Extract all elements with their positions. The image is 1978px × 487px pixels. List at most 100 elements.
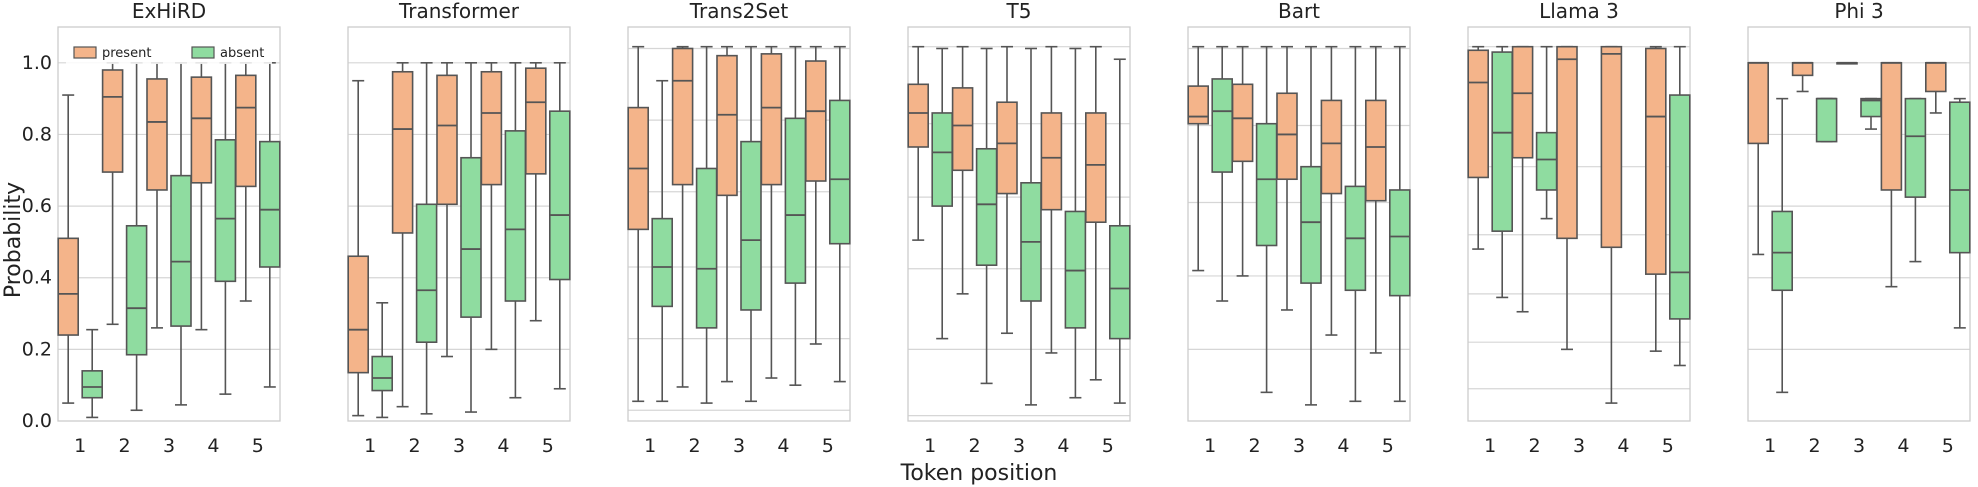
box-absent: [1109, 58, 1131, 404]
x-tick-label: 2: [969, 435, 981, 457]
box-present: [716, 45, 738, 383]
box-present: [235, 62, 257, 302]
x-tick-label: 5: [1662, 435, 1674, 457]
box-absent: [371, 301, 394, 419]
box-absent: [1344, 45, 1367, 403]
box-present: [1747, 61, 1769, 256]
legend-label-absent: absent: [220, 46, 264, 61]
box-absent: [1815, 97, 1838, 143]
legend-box: [66, 40, 272, 64]
box-absent: [1491, 45, 1513, 299]
box-absent: [828, 45, 851, 383]
panel-5: Bart 1 2 3 4 5: [1187, 0, 1411, 457]
box-iqr: [1860, 97, 1882, 118]
box-iqr: [1255, 122, 1278, 247]
box-iqr: [235, 74, 257, 188]
box-iqr: [1276, 92, 1298, 181]
box-iqr: [548, 110, 571, 281]
box-iqr: [975, 147, 998, 266]
panel-title: T5: [1006, 0, 1032, 23]
box-absent: [170, 62, 192, 406]
box-iqr: [1211, 78, 1233, 173]
box-iqr: [804, 60, 827, 182]
x-tick-label: 4: [497, 435, 509, 457]
x-tick-label: 2: [119, 435, 131, 457]
box-iqr: [391, 70, 414, 234]
box-absent: [1389, 45, 1411, 403]
legend-swatch-present: [73, 46, 97, 59]
box-present: [1187, 45, 1209, 272]
box-absent: [1904, 97, 1927, 263]
box-present: [391, 62, 414, 408]
x-tick-label: 1: [364, 435, 376, 457]
box-absent: [695, 45, 718, 404]
y-tick-label: 1.0: [22, 52, 52, 74]
panel-2: Transformer 1 2 3 4 5: [347, 0, 571, 457]
box-present: [907, 45, 930, 241]
box-present: [1645, 45, 1667, 352]
box-iqr: [1600, 45, 1623, 249]
box-iqr: [146, 78, 168, 191]
box-present: [1085, 45, 1107, 381]
box-iqr: [57, 237, 80, 336]
box-iqr: [1880, 62, 1903, 191]
x-tick-label: 1: [74, 435, 86, 457]
box-present: [1556, 45, 1578, 351]
legend: present absent: [66, 40, 272, 64]
x-tick-label: 2: [1809, 435, 1821, 457]
box-iqr: [347, 255, 370, 374]
box-absent: [214, 62, 237, 395]
box-iqr: [1040, 112, 1063, 211]
x-tick-label: 4: [1337, 435, 1349, 457]
panel-3: Trans2Set 1 2 3 4 5: [627, 0, 851, 457]
panel-title: Llama 3: [1539, 0, 1619, 23]
box-absent: [1949, 97, 1971, 329]
box-iqr: [524, 67, 547, 175]
box-iqr: [784, 117, 807, 284]
x-tick-label: 4: [207, 435, 219, 457]
box-iqr: [101, 69, 124, 173]
box-iqr: [125, 224, 148, 356]
box-iqr: [1815, 97, 1838, 143]
box-iqr: [504, 130, 527, 302]
x-tick-label: 2: [1249, 435, 1261, 457]
x-tick-label: 1: [1204, 435, 1216, 457]
box-iqr: [1925, 62, 1947, 93]
box-iqr: [651, 217, 674, 308]
box-present: [1231, 45, 1254, 277]
x-tick-label: 5: [1102, 435, 1114, 457]
x-tick-label: 4: [1057, 435, 1069, 457]
panel-title: ExHiRD: [132, 0, 206, 23]
box-absent: [81, 328, 103, 419]
box-present: [1276, 45, 1298, 311]
box-iqr: [716, 54, 738, 197]
box-present: [1836, 61, 1858, 65]
y-tick-label: 0.6: [22, 195, 52, 217]
legend-swatch-absent: [191, 46, 215, 59]
box-iqr: [81, 370, 103, 399]
box-absent: [975, 47, 998, 385]
box-present: [1040, 45, 1063, 354]
box-absent: [1535, 45, 1558, 220]
box-absent: [1020, 47, 1042, 406]
box-present: [347, 79, 370, 417]
box-present: [524, 62, 547, 322]
box-iqr: [1389, 189, 1411, 297]
box-iqr: [460, 156, 482, 318]
box-absent: [784, 45, 807, 386]
box-iqr: [695, 167, 718, 329]
box-absent: [740, 45, 762, 403]
box-iqr: [1747, 62, 1769, 145]
box-iqr: [740, 140, 762, 311]
y-tick-label: 0.4: [22, 267, 52, 289]
box-present: [760, 45, 783, 379]
x-tick-label: 5: [542, 435, 554, 457]
box-present: [1365, 45, 1387, 354]
box-present: [190, 62, 213, 331]
box-iqr: [371, 355, 394, 392]
box-present: [146, 62, 168, 329]
x-tick-label: 2: [689, 435, 701, 457]
box-absent: [460, 62, 482, 413]
x-tick-label: 3: [1573, 435, 1585, 457]
panel-title: Trans2Set: [689, 0, 789, 23]
